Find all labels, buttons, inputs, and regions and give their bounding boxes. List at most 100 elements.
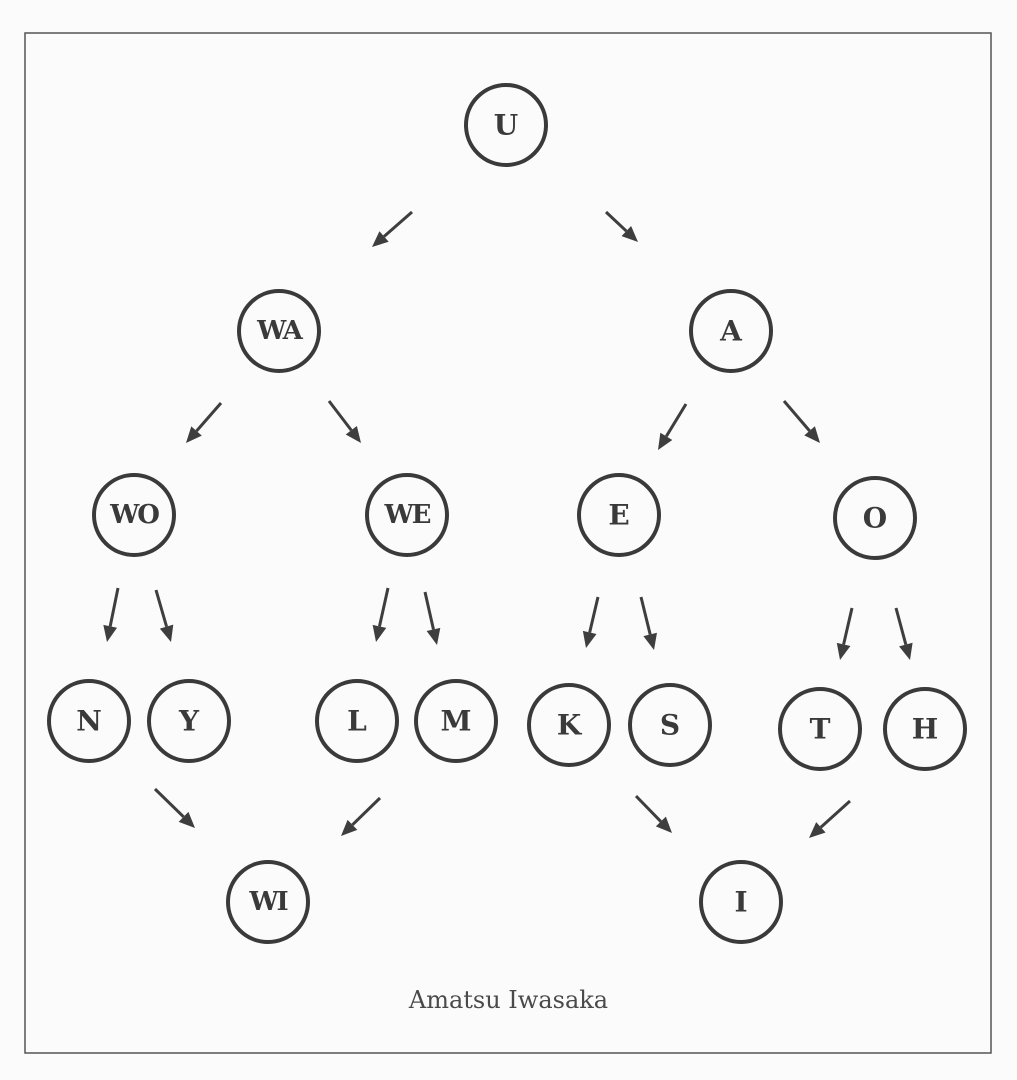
node-label: WO <box>109 500 159 530</box>
node-label: K <box>557 709 583 742</box>
node-m: M <box>414 679 498 763</box>
node-label: L <box>347 705 367 738</box>
node-n: N <box>47 679 131 763</box>
arrow-head <box>159 624 174 642</box>
arrow-shaft <box>819 799 852 829</box>
arrow-head <box>103 624 118 642</box>
arrow-head <box>186 426 202 443</box>
node-label: U <box>494 109 518 142</box>
node-s: S <box>628 683 712 767</box>
arrow-head <box>655 816 672 833</box>
arrow-head <box>804 426 820 443</box>
arrow-shaft <box>782 400 811 432</box>
arrow-wa-to-we <box>327 400 361 443</box>
arrow-a-to-e <box>658 403 688 450</box>
arrow-o-to-t <box>836 607 854 660</box>
arrow-head <box>658 432 673 450</box>
arrow-shaft <box>195 402 223 432</box>
caption: Amatsu Iwasaka <box>408 986 609 1014</box>
arrow-head <box>643 632 657 650</box>
node-label: S <box>660 709 680 742</box>
arrow-shaft <box>894 607 908 645</box>
arrow-shaft <box>378 587 390 627</box>
arrow-shaft <box>639 596 652 635</box>
node-label: A <box>719 315 743 348</box>
node-wo: WO <box>92 473 176 557</box>
arrow-u-to-a <box>604 210 638 242</box>
node-wi: WI <box>226 860 310 944</box>
node-wa: WA <box>237 289 321 373</box>
arrow-u-to-wa <box>372 210 413 247</box>
arrow-wo-to-y <box>154 589 174 642</box>
node-circle <box>315 679 399 763</box>
node-circle <box>628 683 712 767</box>
node-y: Y <box>147 679 231 763</box>
arrow-y-to-wi <box>153 787 195 828</box>
arrow-head <box>809 822 826 838</box>
arrow-head <box>341 819 358 836</box>
node-a: A <box>689 289 773 373</box>
arrow-head <box>621 225 638 242</box>
node-circle <box>699 860 783 944</box>
arrow-head <box>582 630 597 648</box>
arrow-we-to-l <box>372 587 390 642</box>
node-circle <box>237 289 321 373</box>
node-layer: U WA A WO WE E O N Y L M K S T H WI I <box>47 83 967 944</box>
node-circle <box>577 473 661 557</box>
arrow-a-to-o <box>782 400 820 443</box>
arrow-head <box>178 811 195 828</box>
arrow-wa-to-wo <box>186 402 223 443</box>
node-we: WE <box>365 473 449 557</box>
node-u: U <box>464 83 548 167</box>
arrow-shaft <box>604 210 628 233</box>
arrow-shaft <box>153 787 185 818</box>
node-circle <box>464 83 548 167</box>
arrow-head <box>372 231 389 247</box>
node-label: WI <box>248 887 287 917</box>
node-i: I <box>699 860 783 944</box>
node-label: N <box>76 705 102 738</box>
node-label: WA <box>256 316 304 346</box>
node-k: K <box>527 683 611 767</box>
node-label: WE <box>383 500 430 530</box>
node-circle <box>147 679 231 763</box>
arrow-shaft <box>108 587 120 627</box>
node-circle <box>226 860 310 944</box>
arrow-e-to-s <box>639 596 657 650</box>
arrow-shaft <box>154 589 169 628</box>
arrow-head <box>372 624 387 642</box>
node-label: M <box>441 705 472 738</box>
node-label: E <box>608 499 629 532</box>
node-o: O <box>833 476 917 560</box>
node-circle <box>689 289 773 373</box>
node-label: O <box>863 502 887 535</box>
node-circle <box>414 679 498 763</box>
node-l: L <box>315 679 399 763</box>
node-circle <box>778 687 862 771</box>
node-h: H <box>883 687 967 771</box>
diagram-frame <box>24 32 992 1054</box>
arrow-shaft <box>588 596 600 633</box>
arrow-shaft <box>327 400 353 432</box>
arrow-shaft <box>383 210 413 238</box>
node-circle <box>883 687 967 771</box>
arrow-t-to-i <box>809 799 852 838</box>
arrow-head <box>836 642 851 660</box>
node-label: H <box>912 713 938 746</box>
arrow-head <box>899 642 913 660</box>
node-label: Y <box>178 705 200 738</box>
node-label: I <box>734 886 747 919</box>
node-circle <box>833 476 917 560</box>
node-e: E <box>577 473 661 557</box>
arrow-layer <box>103 210 913 838</box>
arrow-we-to-m <box>423 591 441 645</box>
node-circle <box>365 473 449 557</box>
arrow-l-to-wi <box>341 796 382 836</box>
arrow-o-to-h <box>894 607 913 660</box>
arrow-shaft <box>351 796 382 826</box>
arrow-head <box>426 627 441 645</box>
arrow-shaft <box>423 591 435 630</box>
arrow-wo-to-n <box>103 587 120 642</box>
node-circle <box>527 683 611 767</box>
